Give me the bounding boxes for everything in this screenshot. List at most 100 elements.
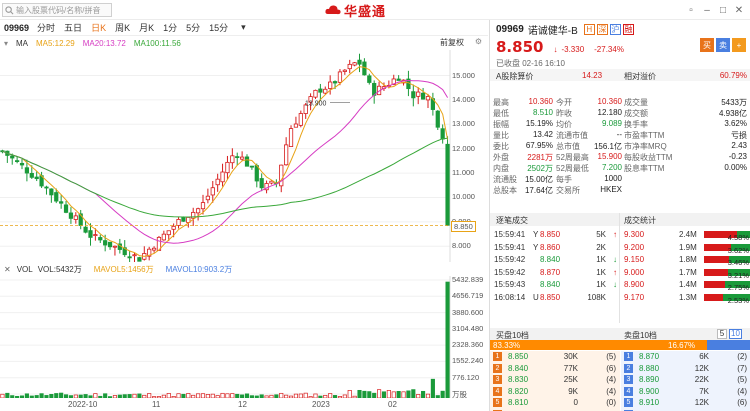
depth-5-button[interactable]: 5 — [717, 329, 727, 339]
tab-5min[interactable]: 5分 — [186, 23, 201, 33]
order-row[interactable]: 2 8.880 12K (7) — [621, 362, 750, 375]
volume-chart[interactable] — [0, 276, 488, 398]
order-row[interactable]: 4 8.900 7K (4) — [621, 385, 750, 398]
stat-bar: 2.75% — [704, 281, 750, 292]
trade-volume: 1K — [596, 267, 606, 277]
stat-value: 17.64亿 — [524, 186, 553, 195]
tab-weekly-k[interactable]: 周K — [115, 23, 131, 33]
chart-toolbar: 09969 分时 五日 日K 周K 月K 1分 5分 15分 ▾ — [0, 20, 488, 36]
order-row[interactable]: 3 8.830 25K (4) — [490, 374, 620, 386]
stat-volume: 1.3M — [679, 292, 697, 302]
tab-15min[interactable]: 15分 — [209, 23, 229, 33]
stat-label: 市盈率TTM — [624, 131, 665, 140]
add-watchlist-button[interactable]: + — [732, 38, 746, 52]
stats-row: 最低 8.510 昨收 12.180 成交额 4.938亿 — [490, 107, 750, 118]
stats-row: 内盘 2502万 52周最低 7.200 股息率TTM 0.00% — [490, 162, 750, 173]
order-row[interactable]: 2 8.840 77K (6) — [490, 362, 620, 375]
volume-bar — [430, 378, 435, 398]
order-count: (4) — [606, 375, 616, 385]
stat-price: 9.200 — [624, 242, 645, 252]
stat-volume: 1.9M — [679, 242, 697, 252]
stat-bar-fill — [704, 231, 738, 238]
trade-stat-row[interactable]: 9.300 2.4M 4.58% — [621, 228, 750, 242]
order-row[interactable]: 4 8.820 9K (4) — [490, 385, 620, 398]
trade-stats-list[interactable]: 9.300 2.4M 4.58% 9.200 1.9M 3.62% 9.150 1.8M 3.4… — [621, 228, 750, 305]
ask-list[interactable]: 1 8.870 6K (2) 2 8.880 12K (7) 3 8.890 22K (5) 4 8.90… — [621, 351, 750, 411]
close-icon[interactable]: ✕ — [734, 4, 744, 16]
maximize-icon[interactable]: □ — [719, 4, 727, 16]
volume-bar — [269, 394, 274, 398]
tab-timeshare[interactable]: 分时 — [37, 23, 56, 33]
candle — [225, 155, 230, 180]
chevron-down-icon[interactable]: ▾ — [241, 22, 246, 32]
stat-bar-fill — [704, 293, 724, 301]
order-row[interactable]: 5 8.910 12K (6) — [621, 397, 750, 409]
tab-1min[interactable]: 1分 — [163, 23, 178, 33]
adjust-dropdown[interactable]: 前复权 — [440, 38, 464, 47]
trades-title: 逐笔成交 — [496, 216, 528, 225]
volume-bar — [117, 394, 122, 398]
close-icon[interactable]: ✕ — [4, 264, 11, 274]
volume-bar — [147, 393, 152, 398]
ma100-line — [2, 137, 448, 218]
tab-daily-k[interactable]: 日K — [91, 23, 107, 33]
trade-price: 8.870 — [540, 267, 561, 277]
stat-value: 13.42 — [532, 130, 553, 139]
trade-stat-row[interactable]: 8.900 1.4M 2.75% — [621, 278, 750, 292]
trades-list[interactable]: 15:59:41 Y 8.850 5K ↑ 15:59:41 Y 8.860 2K 15:59:4… — [490, 228, 620, 304]
stat-bar: 4.58% — [704, 231, 750, 242]
bid-list[interactable]: 1 8.850 30K (5) 2 8.840 77K (6) 3 8.830 25K (4) 4 8.8… — [490, 351, 620, 411]
current-price-tag: 8.850 — [451, 220, 476, 232]
buy-button[interactable]: 买 — [700, 38, 714, 52]
tab-five-day[interactable]: 五日 — [64, 23, 83, 33]
volume-bar — [367, 391, 372, 398]
trade-row[interactable]: 15:59:43 8.840 1K ↓ — [490, 278, 620, 291]
gear-icon[interactable]: ⚙ — [474, 37, 482, 46]
trade-stat-row[interactable]: 9.170 1.3M 2.53% — [621, 291, 750, 305]
order-volume: 12K — [694, 398, 709, 408]
stat-label: 52周最低 — [556, 164, 589, 173]
depth-10-button[interactable]: 10 — [729, 329, 742, 339]
restore-icon[interactable]: ▫ — [689, 4, 693, 16]
trade-row[interactable]: 15:59:42 8.840 1K ↓ — [490, 253, 620, 266]
stat-value: 1000 — [604, 174, 622, 183]
candle — [435, 110, 440, 131]
volume-bar — [445, 281, 450, 398]
order-price: 8.810 — [508, 398, 529, 408]
volume-bar — [205, 394, 210, 398]
stat-price: 9.170 — [624, 292, 645, 302]
ma5-line — [2, 66, 449, 257]
volume-bar — [215, 395, 220, 398]
candle — [440, 124, 445, 144]
order-row[interactable]: 1 8.870 6K (2) — [621, 351, 750, 363]
trade-row[interactable]: 15:59:42 8.870 1K ↑ — [490, 266, 620, 279]
candle — [318, 83, 323, 101]
stat-label: 均价 — [556, 120, 572, 129]
order-row[interactable]: 1 8.850 30K (5) — [490, 351, 620, 363]
search-input[interactable]: 输入股票代码/名称/拼音 — [2, 3, 112, 17]
quote-header: 09969 诺诚健华-B H 深 沪 融 — [496, 21, 636, 37]
trade-row[interactable]: 15:59:41 Y 8.860 2K — [490, 241, 620, 254]
volume-bar — [161, 394, 166, 398]
trade-stat-row[interactable]: 9.200 1.9M 3.62% — [621, 241, 750, 255]
trade-time: 15:59:43 — [494, 280, 526, 290]
candle — [83, 220, 88, 234]
trade-stat-row[interactable]: 9.000 1.7M 3.21% — [621, 266, 750, 280]
vol-label: VOL — [16, 264, 33, 274]
stat-label: 总市值 — [556, 142, 580, 151]
sell-button[interactable]: 卖 — [716, 38, 730, 52]
volume-bar — [59, 392, 64, 398]
stat-value: 亏损 — [731, 131, 747, 140]
order-row[interactable]: 3 8.890 22K (5) — [621, 374, 750, 386]
stat-pct: 3.21% — [727, 270, 749, 280]
ma-collapse-icon[interactable]: ▾ — [4, 38, 9, 48]
tab-monthly-k[interactable]: 月K — [139, 23, 155, 33]
candle — [337, 69, 343, 86]
minimize-icon[interactable]: – — [704, 4, 710, 16]
trade-row[interactable]: 16:08:14 U 8.850 108K — [490, 291, 620, 304]
order-row[interactable]: 5 8.810 0 (0) — [490, 397, 620, 409]
date-label: 11 — [152, 400, 161, 409]
trade-row[interactable]: 15:59:41 Y 8.850 5K ↑ — [490, 228, 620, 241]
trade-stat-row[interactable]: 9.150 1.8M 3.46% — [621, 253, 750, 267]
